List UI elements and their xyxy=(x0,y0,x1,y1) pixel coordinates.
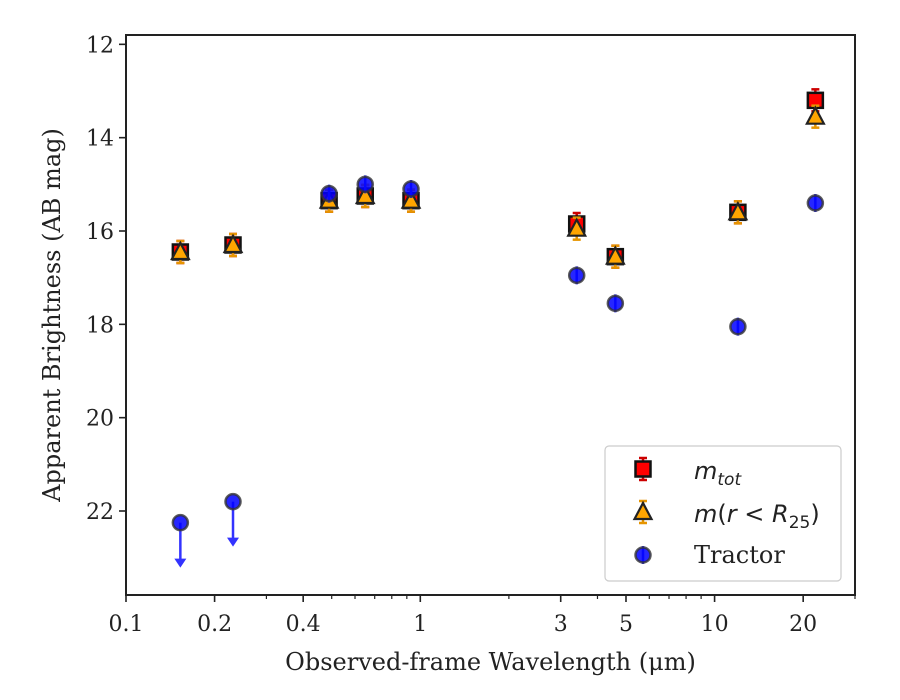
tractor-point xyxy=(224,492,242,511)
axis-ticks: 0.1 0.2 0.4 1 3 5 10 20 12 14 16 18 20 22 xyxy=(86,33,856,637)
tractor-point xyxy=(729,317,747,336)
tractor-point xyxy=(402,180,420,198)
y-tick-label: 16 xyxy=(86,220,114,245)
x-tick-label: 0.1 xyxy=(109,612,144,637)
legend: mtot m(r < R25) Tractor xyxy=(604,445,842,582)
y-tick-label: 18 xyxy=(86,313,114,338)
legend-label-tractor: Tractor xyxy=(694,541,785,569)
x-tick-label: 0.2 xyxy=(197,612,232,637)
plot-frame xyxy=(125,34,856,596)
mr25-point xyxy=(605,245,626,265)
x-tick-label: 20 xyxy=(789,612,817,637)
x-axis-title: Observed-frame Wavelength (μm) xyxy=(285,648,696,676)
upper-limit-arrowhead xyxy=(174,558,187,568)
mr25-point xyxy=(170,240,191,261)
y-tick-label: 14 xyxy=(86,127,114,152)
legend-label-mtot: mtot xyxy=(694,457,742,490)
x-tick-label: 5 xyxy=(619,612,633,637)
mr25-point xyxy=(805,105,826,125)
x-tick-label: 10 xyxy=(701,612,729,637)
upper-limit-arrowhead xyxy=(227,537,240,547)
y-tick-label: 22 xyxy=(86,500,114,525)
tractor-point xyxy=(171,513,190,532)
legend-marker-tractor xyxy=(634,546,652,564)
mr25-point xyxy=(354,184,376,205)
legend-label-mr25: m(r < R25) xyxy=(694,500,820,533)
mr25-point xyxy=(222,233,244,254)
y-tick-label: 12 xyxy=(86,33,114,58)
x-tick-label: 0.4 xyxy=(286,612,321,637)
mr25-point xyxy=(727,200,749,221)
mr25-point xyxy=(400,189,422,209)
tractor-point xyxy=(356,175,374,194)
mr25-point xyxy=(566,217,588,237)
legend-marker-mtot xyxy=(634,456,652,482)
y-axis-title: Apparent Brightness (AB mag) xyxy=(38,128,66,503)
tractor-point xyxy=(567,266,586,285)
legend-box xyxy=(604,445,842,582)
y-tick-label: 20 xyxy=(86,407,114,432)
tractor-point xyxy=(806,194,825,212)
legend-marker-mr25 xyxy=(632,499,654,525)
legend-mr25-marker xyxy=(632,500,654,521)
legend-mtot-marker xyxy=(634,460,652,478)
series-tractor xyxy=(171,175,825,568)
tractor-point xyxy=(320,184,338,203)
data-marks xyxy=(170,88,826,568)
legend-tractor-marker xyxy=(634,546,652,564)
x-tick-label: 3 xyxy=(554,612,568,637)
x-tick-label: 1 xyxy=(413,612,427,637)
tractor-point xyxy=(606,294,625,313)
